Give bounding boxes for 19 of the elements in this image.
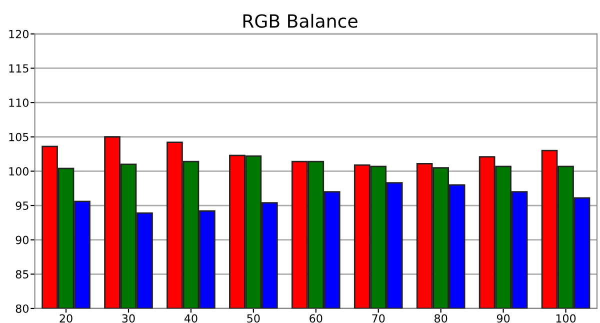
x-tick-label: 100 [556,314,576,323]
x-tick-label: 40 [184,314,198,323]
y-tick-label: 100 [9,167,29,176]
y-tick-label: 105 [9,132,28,142]
y-tick-label: 90 [16,236,29,244]
x-tick-label: 30 [122,314,135,323]
y-tick-label: 95 [16,201,28,210]
y-tick-label: 80 [16,304,29,313]
chart-title: RGB Balance [243,14,358,28]
x-tick-label: 20 [60,314,72,323]
y-tick-label: 85 [16,270,28,279]
x-tick-label: 70 [372,314,385,323]
x-tick-label: 90 [496,314,510,323]
x-tick-label: 60 [310,314,322,323]
y-tick-label: 120 [9,30,29,38]
y-tick-label: 110 [9,98,29,107]
x-tick-label: 80 [434,314,448,323]
x-tick-label: 50 [247,314,260,323]
y-tick-label: 115 [9,64,28,73]
